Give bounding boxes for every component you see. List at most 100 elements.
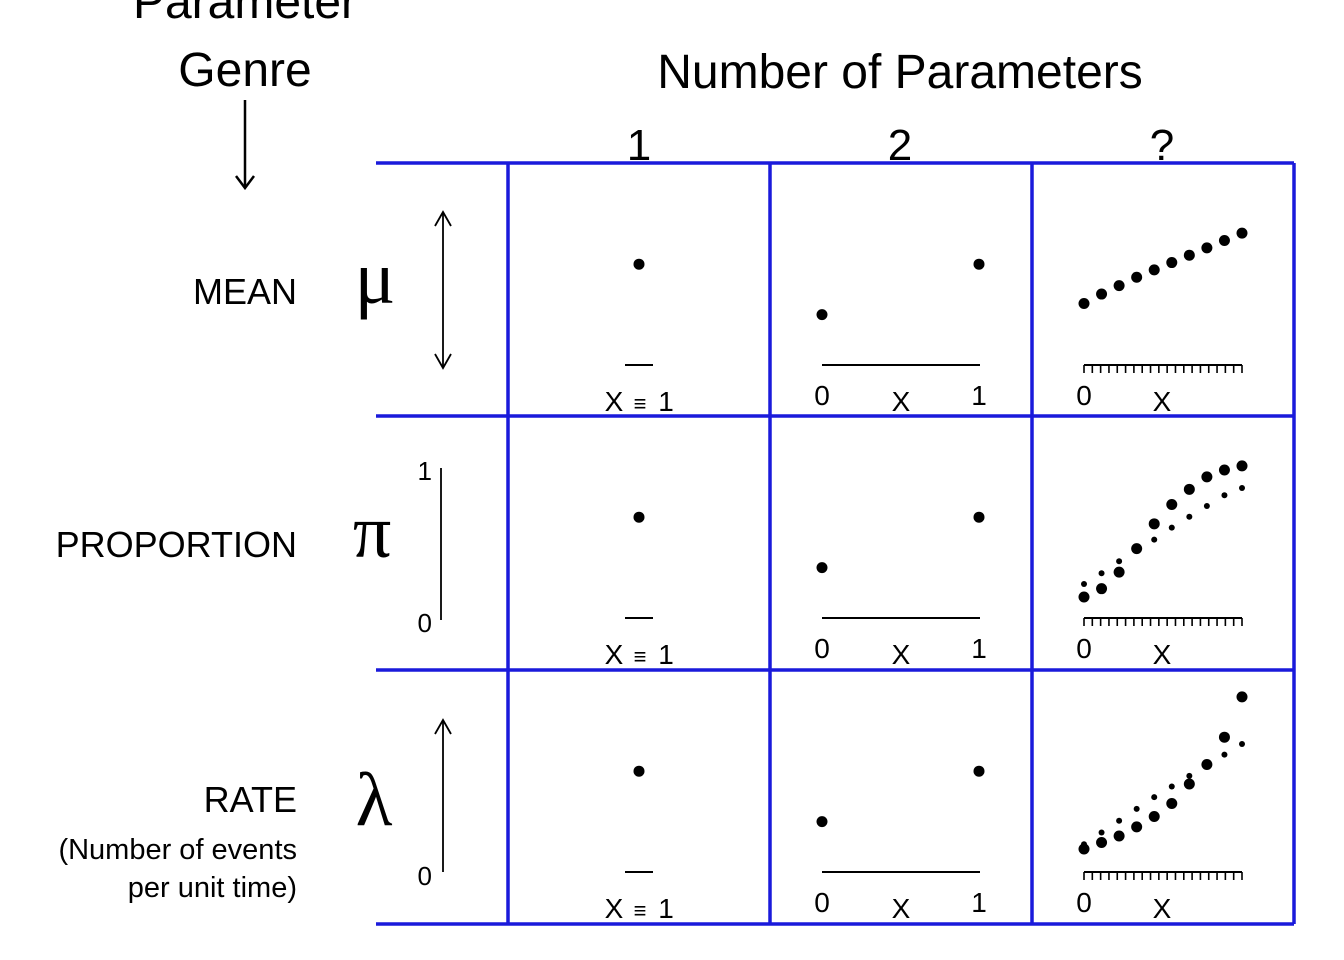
fit-point	[1098, 570, 1105, 577]
columns-header-title: Number of Parameters	[657, 46, 1143, 99]
row-name-mean: MEAN	[193, 271, 297, 312]
x-one-label: 1	[971, 633, 987, 664]
columns-header: Number of Parameters 1 2 ?	[627, 46, 1174, 170]
fit-point	[1151, 794, 1158, 801]
x-label: X	[892, 386, 911, 417]
data-point	[1096, 837, 1108, 848]
fit-point	[1221, 492, 1228, 499]
cell-two-param-proportion: 0 X 1	[814, 511, 987, 670]
data-point	[1166, 257, 1178, 269]
fit-point	[1168, 783, 1175, 790]
range-low-label-rate: 0	[418, 861, 432, 891]
fit-point	[1133, 547, 1140, 554]
range-high-label: 1	[418, 456, 432, 486]
row-subtitle-line1: (Number of events	[58, 834, 297, 866]
data-point	[816, 816, 828, 828]
fit-point	[1116, 817, 1123, 824]
fit-point	[1133, 805, 1140, 812]
fit-point	[1203, 503, 1210, 509]
data-point	[1148, 811, 1160, 822]
data-point	[1166, 798, 1178, 809]
fit-point	[1168, 524, 1175, 531]
fit-point	[1186, 772, 1193, 779]
fit-point	[1081, 581, 1087, 587]
x-one-label: 1	[971, 380, 987, 411]
cell-one-param-rate: X ≡ 1	[605, 765, 674, 924]
symbol-pi: π	[353, 490, 391, 574]
data-point	[1183, 249, 1195, 261]
grid	[376, 161, 1296, 926]
data-point	[973, 765, 985, 777]
data-point	[1113, 830, 1125, 842]
one-label: 1	[658, 639, 674, 670]
x-label: X	[605, 386, 624, 417]
data-point	[1236, 227, 1248, 239]
fit-point	[1151, 536, 1158, 543]
data-point	[633, 511, 645, 523]
data-point	[1078, 298, 1090, 309]
fit-point	[1081, 841, 1087, 848]
genre-header: Parameter Genre	[133, 0, 357, 191]
x-label: X	[892, 893, 911, 924]
equiv-label: ≡	[634, 391, 647, 416]
data-point	[633, 258, 645, 270]
data-point	[1201, 242, 1213, 254]
x-label: X	[605, 893, 624, 924]
x-zero-label: 0	[814, 887, 830, 918]
fit-point	[1221, 751, 1228, 758]
fit-point	[1203, 762, 1210, 769]
genre-header-line2: Genre	[178, 44, 311, 97]
symbol-mu: μ	[355, 236, 396, 320]
x-label: X	[892, 639, 911, 670]
fit-point	[1186, 513, 1193, 520]
x-one-label: 1	[971, 887, 987, 918]
data-point	[1183, 483, 1195, 495]
data-point	[816, 309, 828, 321]
data-point	[1148, 264, 1160, 276]
cell-one-param-mean: X ≡ 1	[605, 258, 674, 417]
data-point	[1131, 271, 1143, 283]
fit-point	[1116, 558, 1123, 565]
x-zero-label: 0	[1076, 633, 1092, 664]
range-low-label: 0	[418, 608, 432, 638]
data-point	[1201, 471, 1213, 483]
x-label: X	[1153, 386, 1172, 417]
x-zero-label: 0	[1076, 380, 1092, 411]
data-point	[1148, 518, 1160, 530]
data-point	[1236, 460, 1248, 472]
data-point	[1078, 591, 1090, 603]
data-point	[1218, 235, 1230, 246]
up-arrow-range-indicator: 0	[418, 718, 452, 891]
row-labels: MEAN μ PROPORTION π 1 0 RATE (Number of …	[56, 210, 452, 904]
one-label: 1	[658, 893, 674, 924]
data-point	[973, 511, 985, 523]
data-point	[1236, 691, 1248, 703]
down-arrow-icon	[235, 100, 255, 191]
data-point	[973, 258, 985, 270]
symbol-lambda: λ	[356, 758, 393, 842]
x-label: X	[605, 639, 624, 670]
fit-point	[1239, 485, 1245, 491]
genre-header-line1: Parameter	[133, 0, 357, 29]
fit-point	[1239, 741, 1245, 747]
double-arrow-icon	[434, 210, 452, 370]
row-name-rate: RATE	[204, 779, 297, 820]
cells: X ≡ 1 0 X 1 0 XX ≡ 1 0 X 1 0 XX ≡ 1 0 X 1 0 X	[605, 227, 1248, 924]
data-point	[1166, 499, 1178, 510]
cell-two-param-rate: 0 X 1	[814, 765, 987, 924]
x-label: X	[1153, 639, 1172, 670]
row-subtitle-line2: per unit time)	[128, 872, 297, 904]
data-point	[1096, 583, 1108, 595]
x-zero-label: 0	[814, 380, 830, 411]
x-zero-label: 0	[814, 633, 830, 664]
data-point	[1113, 280, 1125, 292]
data-point	[1218, 464, 1230, 476]
row-name-proportion: PROPORTION	[56, 524, 297, 565]
x-label: X	[1153, 893, 1172, 924]
data-point	[633, 765, 645, 777]
data-point	[1183, 778, 1195, 790]
